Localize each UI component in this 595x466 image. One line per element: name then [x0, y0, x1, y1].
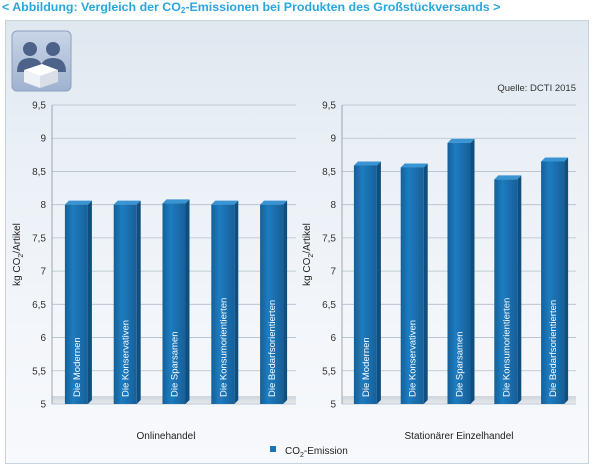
- bar-category-label: Die Sparsamen: [170, 332, 181, 397]
- y-tick-label: 7,5: [32, 233, 46, 244]
- bar-category-label: Die Konservativen: [121, 320, 132, 397]
- bar-category-label: Die Konsumorientierten: [218, 298, 229, 397]
- bar-side: [87, 200, 92, 404]
- bar-top: [260, 200, 288, 205]
- y-tick-label: 9,5: [32, 101, 46, 112]
- bar-top: [64, 200, 92, 205]
- y-tick-label: 6: [40, 333, 46, 344]
- bar: Die Sparsamen: [162, 199, 190, 404]
- legend-label: CO2-Emission: [285, 446, 348, 459]
- y-tick-label: 6,5: [322, 300, 336, 311]
- bar-category-label: Die Modernen: [72, 337, 83, 397]
- bar: Die Sparsamen: [447, 138, 475, 404]
- bar-front: [353, 165, 377, 404]
- legend: CO2-Emission: [270, 446, 348, 459]
- bar-front: [260, 204, 284, 404]
- bar-category-label: Die Konsumorientierten: [501, 298, 512, 397]
- y-tick-label: 5: [330, 400, 336, 411]
- bar-front: [400, 167, 424, 404]
- bar-category-label: Die Bedarfsorientierten: [548, 300, 559, 397]
- bar: Die Modernen: [353, 161, 381, 404]
- bar-side: [564, 157, 569, 404]
- bar-category-label: Die Modernen: [361, 337, 372, 397]
- bar-side: [517, 175, 522, 404]
- bar-front: [541, 161, 565, 404]
- x-axis-label: Onlinehandel: [137, 431, 196, 442]
- bar: Die Konservativen: [400, 163, 428, 404]
- bar: Die Konsumorientierten: [494, 175, 522, 404]
- bar: Die Konservativen: [113, 200, 141, 404]
- bar: Die Modernen: [64, 200, 92, 404]
- bar-category-label: Die Sparsamen: [455, 332, 466, 397]
- figure-title: < Abbildung: Vergleich der CO2-Emissione…: [0, 0, 595, 17]
- bar-top: [113, 200, 141, 205]
- y-axis-label: kg CO2/Artikel: [12, 223, 25, 286]
- bar-category-label: Die Bedarfsorientierten: [267, 300, 278, 397]
- y-tick-label: 9: [330, 134, 336, 145]
- bar-front: [494, 179, 518, 404]
- chart-1: 5 5,5 6 6,5 7 7,5 8 8,5 9 9,5 kg CO2/Artikel Die Mo…: [12, 101, 296, 442]
- bar-side: [376, 161, 381, 404]
- bar-top: [400, 163, 428, 168]
- bar-top: [447, 138, 475, 143]
- bar-front: [447, 142, 471, 404]
- chart-2: 5 5,5 6 6,5 7 7,5 8 8,5 9 9,5 kg CO2/Artikel Die Mo…: [302, 101, 576, 442]
- y-tick-label: 6,5: [32, 300, 46, 311]
- bar-front: [113, 204, 137, 404]
- bar-top: [541, 157, 569, 162]
- bar-top: [162, 199, 190, 204]
- title-subscript: 2: [180, 6, 186, 15]
- x-axis-label: Stationärer Einzelhandel: [405, 431, 514, 442]
- y-tick-label: 7: [40, 267, 46, 278]
- bar-top: [353, 161, 381, 166]
- bar-side: [283, 200, 288, 404]
- y-tick-label: 7: [330, 267, 336, 278]
- bar-side: [136, 200, 141, 404]
- bar-side: [234, 200, 239, 404]
- y-tick-label: 5: [40, 400, 46, 411]
- y-tick-label: 6: [330, 333, 336, 344]
- y-tick-label: 9,5: [322, 101, 336, 112]
- title-text: < Abbildung: Vergleich der CO: [2, 0, 181, 14]
- bar-front: [162, 203, 186, 404]
- bar-category-label: Die Konservativen: [408, 320, 419, 397]
- y-tick-label: 9: [40, 134, 46, 145]
- bar-side: [185, 199, 190, 404]
- bar-front: [64, 204, 88, 404]
- title-text-suffix: -Emissionen bei Produkten des Großstückv…: [185, 0, 501, 14]
- y-tick-label: 8: [330, 200, 336, 211]
- y-tick-label: 8,5: [32, 167, 46, 178]
- bar: Die Bedarfsorientierten: [260, 200, 288, 404]
- source-label: Quelle: DCTI 2015: [497, 83, 576, 94]
- legend-swatch: [270, 446, 276, 452]
- y-axis-label: kg CO2/Artikel: [302, 223, 315, 286]
- bar-top: [211, 200, 239, 205]
- chart-panel: [5, 20, 589, 464]
- bar-side: [470, 138, 475, 404]
- people-with-box-icon: [11, 30, 72, 92]
- bar-front: [211, 204, 235, 404]
- y-tick-label: 5,5: [32, 366, 46, 377]
- y-tick-label: 7,5: [322, 233, 336, 244]
- bar: Die Konsumorientierten: [211, 200, 239, 404]
- bar: Die Bedarfsorientierten: [541, 157, 569, 404]
- y-tick-label: 8,5: [322, 167, 336, 178]
- bar-top: [494, 175, 522, 180]
- y-tick-label: 8: [40, 200, 46, 211]
- y-tick-label: 5,5: [322, 366, 336, 377]
- bar-side: [423, 163, 428, 404]
